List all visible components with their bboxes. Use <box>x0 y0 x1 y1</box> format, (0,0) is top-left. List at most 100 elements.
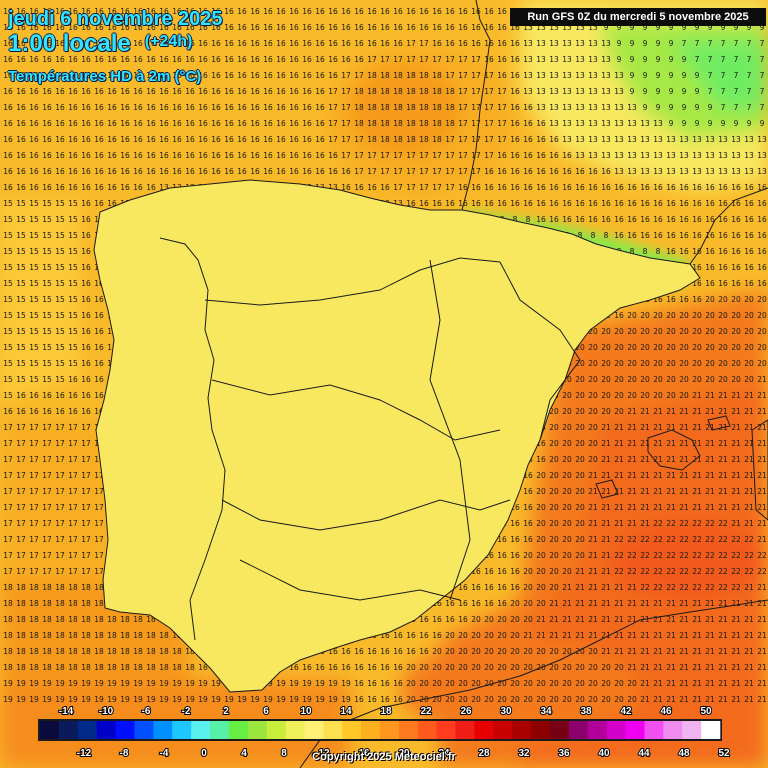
temperature-value: 16 <box>484 551 494 560</box>
temperature-value: 20 <box>614 343 624 352</box>
temperature-value: 13 <box>653 151 663 160</box>
temperature-value: 9 <box>669 55 674 64</box>
temperature-value: 21 <box>666 439 676 448</box>
temperature-value: 16 <box>224 23 234 32</box>
temperature-value: 17 <box>328 87 338 96</box>
temperature-value: 20 <box>640 327 650 336</box>
temperature-value: 15 <box>29 279 39 288</box>
temperature-value: 16 <box>29 183 39 192</box>
temperature-value: 17 <box>68 471 78 480</box>
temperature-value: 19 <box>198 679 208 688</box>
temperature-value: 16 <box>55 39 65 48</box>
temperature-value: 16 <box>198 103 208 112</box>
temperature-value: 16 <box>523 535 533 544</box>
temperature-value: 16 <box>406 23 416 32</box>
legend-color-swatch <box>512 721 532 739</box>
temperature-value: 7 <box>747 87 752 96</box>
temperature-value: 21 <box>757 519 767 528</box>
temperature-value: 16 <box>94 183 104 192</box>
temperature-value: 9 <box>747 23 752 32</box>
temperature-value: 13 <box>757 135 767 144</box>
temperature-value: 13 <box>549 103 559 112</box>
temperature-value: 20 <box>653 391 663 400</box>
temperature-value: 16 <box>289 135 299 144</box>
temperature-value: 19 <box>133 695 143 704</box>
temperature-value: 16 <box>107 55 117 64</box>
temperature-value: 15 <box>3 215 13 224</box>
temperature-value: 16 <box>146 135 156 144</box>
temperature-value: 16 <box>510 39 520 48</box>
temperature-value: 19 <box>263 695 273 704</box>
temperature-value: 8 <box>526 215 531 224</box>
temperature-value: 20 <box>614 679 624 688</box>
temperature-value: 21 <box>640 471 650 480</box>
temperature-value: 16 <box>55 407 65 416</box>
temperature-value: 22 <box>653 551 663 560</box>
temperature-value: 16 <box>42 103 52 112</box>
temperature-value: 20 <box>523 599 533 608</box>
temperature-value: 21 <box>640 487 650 496</box>
temperature-value: 16 <box>146 119 156 128</box>
temperature-value: 16 <box>198 119 208 128</box>
temperature-value: 16 <box>29 71 39 80</box>
temperature-value: 16 <box>120 7 130 16</box>
temperature-value: 18 <box>133 615 143 624</box>
temperature-value: 18 <box>3 631 13 640</box>
temperature-value: 16 <box>627 231 637 240</box>
temperature-value: 20 <box>705 295 715 304</box>
temperature-value: 16 <box>328 7 338 16</box>
temperature-value: 16 <box>458 39 468 48</box>
temperature-value: 16 <box>16 391 26 400</box>
temperature-value: 22 <box>640 567 650 576</box>
temperature-value: 21 <box>718 439 728 448</box>
temperature-value: 21 <box>614 631 624 640</box>
temperature-value: 13 <box>562 135 572 144</box>
temperature-value: 17 <box>68 535 78 544</box>
temperature-value: 17 <box>419 55 429 64</box>
temperature-value: 17 <box>393 183 403 192</box>
temperature-value: 16 <box>250 39 260 48</box>
temperature-value: 21 <box>588 631 598 640</box>
temperature-value: 8 <box>591 231 596 240</box>
temperature-value: 9 <box>669 119 674 128</box>
temperature-value: 17 <box>81 455 91 464</box>
temperature-value: 13 <box>562 87 572 96</box>
temperature-value: 20 <box>523 551 533 560</box>
temperature-value: 13 <box>640 135 650 144</box>
temperature-value: 20 <box>614 327 624 336</box>
temperature-value: 7 <box>760 39 765 48</box>
temperature-value: 13 <box>575 119 585 128</box>
temperature-value: 21 <box>614 423 624 432</box>
temperature-value: 16 <box>588 183 598 192</box>
temperature-value: 15 <box>16 311 26 320</box>
temperature-value: 20 <box>445 631 455 640</box>
temperature-value: 20 <box>562 391 572 400</box>
temperature-value: 16 <box>367 663 377 672</box>
temperature-value: 20 <box>575 487 585 496</box>
temperature-value: 9 <box>656 55 661 64</box>
temperature-value: 21 <box>744 455 754 464</box>
temperature-value: 7 <box>760 55 765 64</box>
legend-color-swatch <box>625 721 645 739</box>
temperature-value: 16 <box>224 135 234 144</box>
temperature-value: 17 <box>42 567 52 576</box>
temperature-value: 20 <box>614 407 624 416</box>
temperature-value: 17 <box>341 151 351 160</box>
temperature-value: 21 <box>588 583 598 592</box>
temperature-value: 16 <box>757 183 767 192</box>
temperature-value: 16 <box>81 183 91 192</box>
temperature-value: 7 <box>747 39 752 48</box>
temperature-value: 20 <box>458 695 468 704</box>
portugal-border <box>159 237 226 641</box>
temperature-value: 21 <box>692 439 702 448</box>
temperature-value: 8 <box>513 215 518 224</box>
temperature-value: 20 <box>562 407 572 416</box>
temperature-value: 19 <box>159 695 169 704</box>
temperature-value: 16 <box>16 23 26 32</box>
temperature-value: 16 <box>757 279 767 288</box>
temperature-value: 16 <box>81 39 91 48</box>
ibiza-island <box>595 479 619 499</box>
temperature-value: 16 <box>731 199 741 208</box>
temperature-value: 16 <box>172 167 182 176</box>
temperature-value: 16 <box>692 215 702 224</box>
